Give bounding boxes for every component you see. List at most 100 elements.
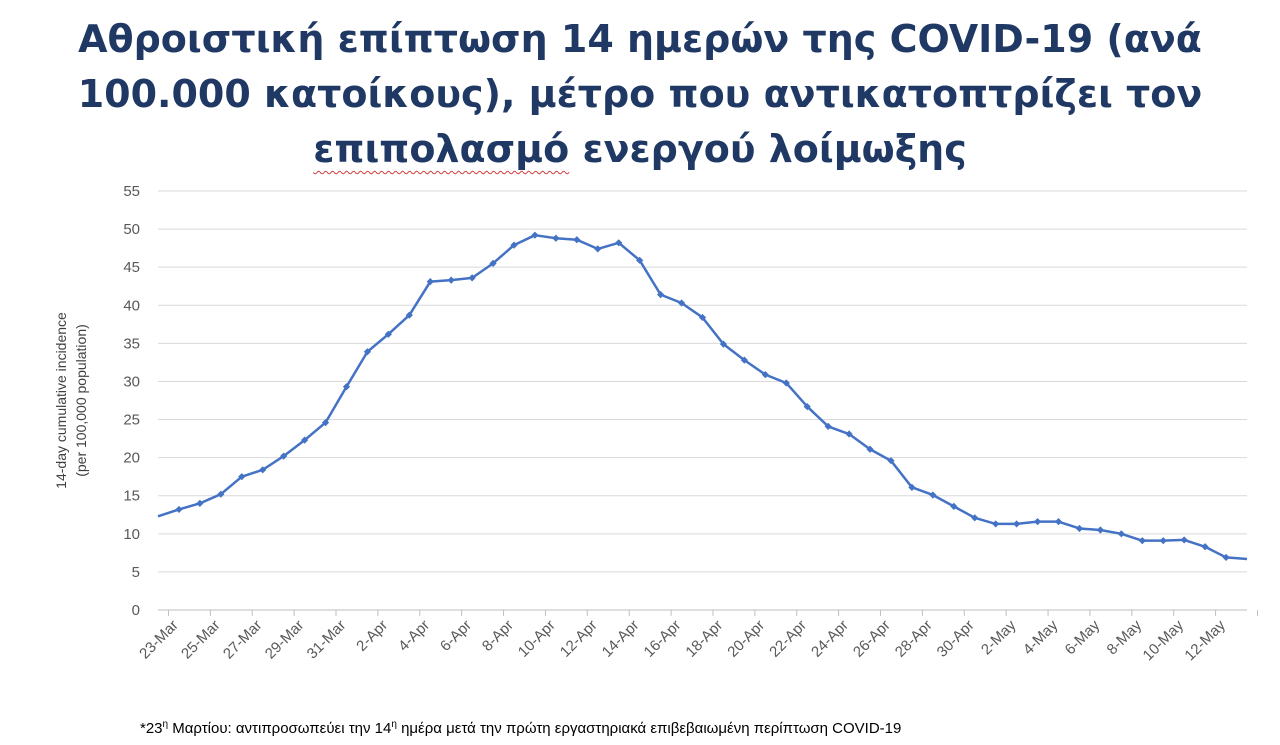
y-tick-label: 0 [132, 602, 140, 619]
data-point [950, 502, 958, 510]
data-point [1117, 530, 1125, 538]
x-tick-label: 24-Apr [808, 617, 852, 661]
data-point [719, 340, 728, 348]
x-tick-label: 29-Mar [262, 617, 308, 663]
title-line-2: 100.000 κατοίκους), μέτρο που αντικατοπτ… [77, 72, 1203, 116]
data-point [677, 299, 686, 307]
y-tick-label: 20 [123, 450, 140, 467]
data-point [845, 430, 853, 438]
data-point [510, 241, 518, 249]
x-tick-label: 18-Apr [682, 617, 726, 661]
data-point [698, 313, 707, 322]
x-axis [158, 609, 1258, 616]
data-point [489, 259, 497, 267]
footnote-post: ημέρα μετά την πρώτη εργαστηριακά επιβεβ… [396, 720, 902, 737]
x-tick-label: 20-Apr [724, 617, 768, 661]
x-tick-label: 4-May [1020, 616, 1062, 658]
data-point [1222, 553, 1230, 562]
y-tick-label: 15 [123, 488, 140, 505]
data-point [363, 348, 372, 356]
line-chart: 0 5 10 15 20 25 30 35 40 45 50 55 23-Mar25-Mar27-Ma… [53, 183, 1258, 664]
data-point [1054, 518, 1063, 526]
data-point [1180, 536, 1188, 544]
data-point [615, 239, 623, 247]
y-tick-label: 10 [123, 526, 140, 543]
x-tick-label: 2-Apr [353, 617, 391, 655]
y-tick-label: 55 [123, 183, 140, 200]
footnote-pre: *23 [140, 720, 163, 737]
data-point [594, 245, 602, 253]
footnote-sup-1: η [162, 719, 169, 730]
title-line-3-rest: ενεργού λοίμωξης [569, 127, 967, 171]
series-group [157, 231, 1248, 562]
y-axis-label-line: (per 100,000 population) [73, 324, 89, 477]
x-tick-label: 22-Apr [766, 617, 810, 661]
x-tick-label: 16-Apr [641, 617, 685, 661]
x-tick-label: 6-Apr [437, 617, 475, 655]
y-tick-label: 50 [123, 221, 140, 238]
gridlines [158, 190, 1247, 573]
data-point [447, 276, 455, 284]
data-point [300, 436, 309, 444]
footnote-sup-2: η [391, 719, 397, 730]
x-tick-label: 12-May [1181, 616, 1229, 664]
x-tick-label: 2-May [978, 616, 1020, 658]
data-point [740, 356, 748, 364]
title-line-3: επιπολασμό ενεργού λοίμωξης [40, 122, 1240, 177]
x-tick-label: 31-Mar [304, 617, 350, 663]
data-point [426, 278, 434, 286]
data-point [1096, 526, 1105, 534]
data-point [1033, 518, 1042, 526]
data-point [238, 473, 246, 481]
x-tick-label: 10-Apr [515, 617, 559, 661]
data-point [803, 402, 811, 411]
data-point [1138, 537, 1146, 545]
data-point [573, 236, 581, 244]
data-point [175, 505, 183, 514]
y-tick-label: 35 [123, 335, 140, 352]
x-tick-label: 14-Apr [599, 617, 643, 661]
y-tick-label: 45 [123, 259, 140, 276]
y-tick-label: 5 [132, 564, 140, 581]
x-tick-label: 26-Apr [850, 617, 894, 661]
x-tick-label: 25-Mar [178, 617, 224, 663]
footnote-mid: Μαρτίου: αντιπροσωπεύει την 14 [168, 720, 392, 737]
title-line-1: Αθροιστική επίπτωση 14 ημερών της COVID-… [78, 17, 1202, 61]
x-tick-label: 28-Apr [892, 617, 936, 661]
y-axis-label-line: 14-day cumulative incidence [53, 312, 69, 489]
slide-title: Αθροιστική επίπτωση 14 ημερών της COVID-… [40, 12, 1240, 177]
data-point [866, 445, 874, 453]
data-point [971, 514, 979, 522]
x-tick-label: 10-May [1140, 616, 1188, 664]
x-tick-label: 27-Mar [220, 617, 266, 663]
series-line [157, 233, 1248, 561]
data-point [761, 370, 769, 379]
data-point [321, 418, 330, 427]
title-word-misspelled: επιπολασμό [313, 127, 570, 171]
y-tick-label: 30 [123, 373, 140, 390]
data-point [1159, 537, 1167, 545]
data-point [908, 483, 916, 491]
data-point [217, 490, 225, 498]
x-tick-label: 4-Apr [395, 617, 433, 655]
data-point [1075, 524, 1084, 533]
data-point [887, 457, 895, 465]
y-tick-label: 25 [123, 412, 140, 429]
x-tick-label: 23-Mar [136, 617, 182, 663]
x-tick-label: 6-May [1062, 616, 1104, 658]
data-point [468, 274, 476, 282]
x-tick-label: 30-Apr [934, 617, 978, 661]
data-point [259, 466, 267, 474]
y-axis-label: 14-day cumulative incidence (per 100,000 … [53, 312, 89, 489]
data-point [384, 330, 392, 338]
data-point [405, 311, 413, 319]
x-tick-label: 8-Apr [479, 617, 517, 655]
data-point [280, 452, 288, 460]
footnote: *23η Μαρτίου: αντιπροσωπεύει την 14η ημέ… [140, 719, 1240, 737]
y-axis-ticks: 0 5 10 15 20 25 30 35 40 45 50 55 [123, 183, 140, 619]
y-tick-label: 40 [123, 297, 140, 314]
x-tick-label: 12-Apr [557, 617, 601, 661]
data-point [992, 520, 1000, 528]
data-point [342, 383, 351, 391]
